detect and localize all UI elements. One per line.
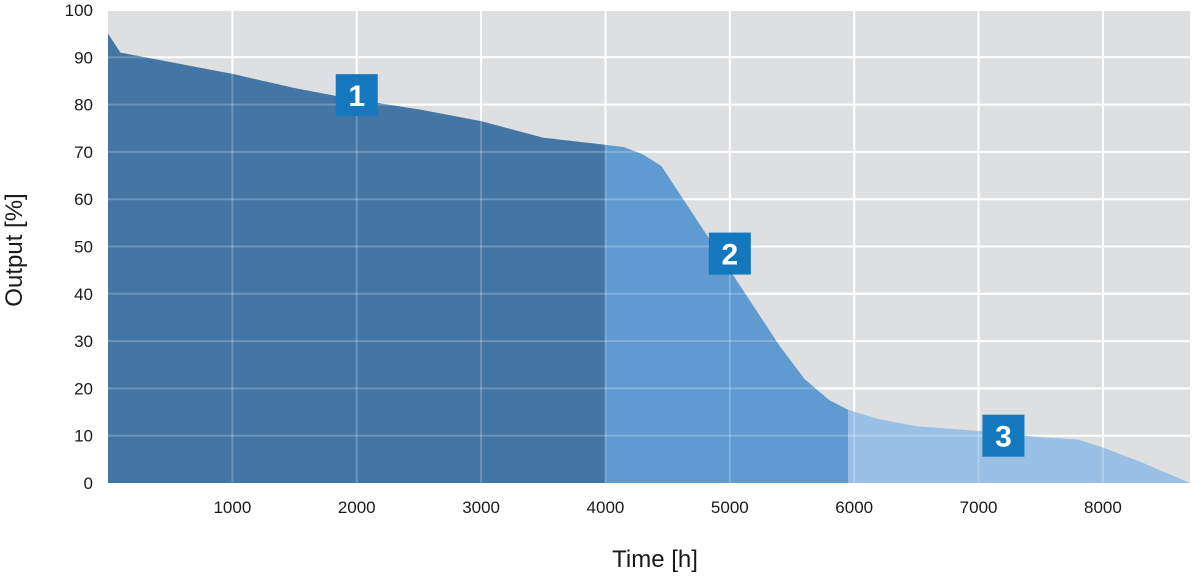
y-tick-label: 100 (65, 1, 93, 20)
badge-box (708, 232, 751, 275)
y-tick-label: 0 (84, 474, 93, 493)
y-tick-label: 20 (74, 379, 93, 398)
y-tick-label: 60 (74, 190, 93, 209)
region-areas (108, 33, 1190, 484)
x-tick-label: 5000 (711, 498, 749, 517)
y-tick-label: 80 (74, 96, 93, 115)
x-tick-label: 8000 (1084, 498, 1122, 517)
phase-badge-1: 1 (335, 74, 378, 117)
y-tick-label: 10 (74, 427, 93, 446)
x-tick-label: 1000 (213, 498, 251, 517)
x-tick-label: 6000 (835, 498, 873, 517)
y-tick-label: 50 (74, 238, 93, 257)
x-axis-label: Time [h] (612, 546, 698, 573)
badge-label: 3 (995, 421, 1012, 454)
phase-badge-3: 3 (982, 414, 1025, 457)
y-tick-label: 30 (74, 332, 93, 351)
badge-label: 1 (348, 80, 365, 113)
x-tick-label: 2000 (338, 498, 376, 517)
x-tick-label: 3000 (462, 498, 500, 517)
y-tick-labels: 0 10 20 30 40 50 60 70 80 90 100 (65, 1, 93, 493)
y-tick-label: 40 (74, 285, 93, 304)
y-axis-label: Output [%] (1, 193, 28, 306)
badge-label: 2 (721, 239, 738, 272)
region-1-area (108, 33, 606, 484)
badge-box (335, 74, 378, 117)
y-tick-label: 90 (74, 48, 93, 67)
y-tick-label: 70 (74, 143, 93, 162)
x-tick-label: 7000 (960, 498, 998, 517)
phase-badge-2: 2 (708, 232, 751, 275)
phase-badges: 1 2 3 (335, 74, 1025, 457)
badge-box (982, 414, 1025, 457)
x-tick-label: 4000 (587, 498, 625, 517)
x-tick-labels: 1000 2000 3000 4000 5000 6000 7000 8000 (213, 498, 1121, 517)
region-2-area (605, 144, 848, 483)
